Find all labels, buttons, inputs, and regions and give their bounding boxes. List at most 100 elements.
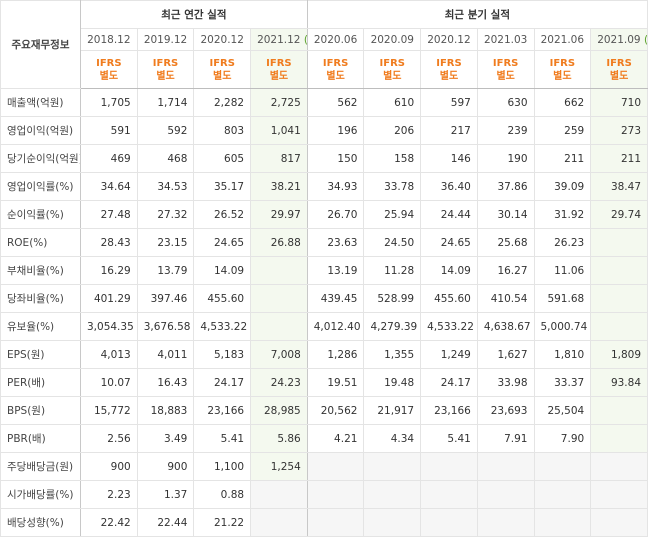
row-label: 영업이익률(%)	[0, 172, 81, 201]
basis: 별도	[496, 70, 515, 82]
header-title: 주요재무정보	[0, 0, 81, 89]
cell-value: 34.53	[136, 172, 195, 201]
cell-value: 401.29	[80, 284, 138, 313]
period-text: 2021.09	[597, 33, 641, 46]
cell-value: 14.09	[420, 256, 478, 285]
cell-value: 26.23	[533, 228, 592, 257]
accounting-standard: IFRS 별도	[476, 50, 535, 89]
cell-value: 4,279.39	[363, 312, 422, 341]
cell-value: 610	[363, 88, 422, 117]
row-label: 주당배당금(원)	[0, 452, 81, 481]
cell-value: 11.28	[363, 256, 422, 285]
cell-value: 23,166	[193, 396, 252, 425]
cell-value: 10.07	[80, 368, 138, 397]
cell-value: 29.74	[590, 200, 648, 229]
cell-value: 4.34	[363, 424, 422, 453]
cell-value: 13.19	[306, 256, 365, 285]
row-label: 시가배당률(%)	[0, 480, 81, 509]
cell-value: 273	[590, 116, 648, 145]
cell-value: 4,012.40	[306, 312, 365, 341]
cell-value: 33.37	[533, 368, 592, 397]
cell-value: 5,000.74	[533, 312, 592, 341]
cell-value: 2.56	[80, 424, 138, 453]
group-label: 최근 분기 실적	[306, 0, 648, 29]
cell-value: 5.41	[193, 424, 252, 453]
cell-value	[420, 508, 478, 537]
data-row: 당기순이익(억원) 469 468 605 817 150 158 146 190 211 211	[0, 144, 648, 173]
period: 2020.12	[193, 28, 252, 51]
period: 2020.06	[306, 28, 365, 51]
cell-value: 24.23	[250, 368, 308, 397]
cell-value	[363, 452, 422, 481]
cell-value: 239	[476, 116, 535, 145]
period: 2021.06	[533, 28, 592, 51]
cell-value: 211	[590, 144, 648, 173]
period-text: 2020.06	[313, 33, 358, 46]
data-row: 유보율(%) 3,054.35 3,676.58 4,533.22 4,012.40 4,…	[0, 312, 648, 341]
cell-value: 25.68	[476, 228, 535, 257]
cell-value: 1,810	[533, 340, 592, 369]
cell-value	[590, 452, 648, 481]
data-row: 당좌비율(%) 401.29 397.46 455.60 439.45 528.99 455…	[0, 284, 648, 313]
cell-value: 15,772	[80, 396, 138, 425]
period-text: 2021.03	[483, 33, 528, 46]
cell-value: 19.51	[306, 368, 365, 397]
cell-value: 1,100	[193, 452, 252, 481]
period-row: 2018.12 2019.12 2020.12 2021.12 (E) 2020.06 2…	[1, 28, 648, 51]
cell-value: 158	[363, 144, 422, 173]
cell-value	[590, 480, 648, 509]
cell-value: 1,041	[250, 116, 308, 145]
cell-value: 469	[80, 144, 138, 173]
period: 2018.12	[80, 28, 138, 51]
cell-value: 39.09	[533, 172, 592, 201]
row-label: 순이익률(%)	[0, 200, 81, 229]
cell-value: 597	[420, 88, 478, 117]
cell-value: 16.27	[476, 256, 535, 285]
cell-value	[250, 508, 308, 537]
cell-value: 18,883	[136, 396, 195, 425]
standard: IFRS	[322, 57, 349, 69]
cell-value: 5.86	[250, 424, 308, 453]
cell-value: 27.48	[80, 200, 138, 229]
header-row: 주요재무정보 최근 연간 실적 최근 분기 실적	[0, 0, 648, 89]
cell-value: 7.91	[476, 424, 535, 453]
basis: 별도	[553, 70, 572, 82]
cell-value: 23,166	[420, 396, 478, 425]
period-text: 2020.12	[427, 33, 471, 46]
accounting-standard: IFRS 별도	[533, 50, 592, 89]
period-text: 2020.12	[200, 33, 244, 46]
cell-value: 25.94	[363, 200, 422, 229]
cell-value	[306, 452, 365, 481]
cell-value: 1,627	[476, 340, 535, 369]
cell-value: 1,254	[250, 452, 308, 481]
data-row: 주당배당금(원) 900 900 1,100 1,254	[0, 452, 648, 481]
cell-value: 0.88	[193, 480, 252, 509]
data-row: PER(배) 10.07 16.43 24.17 24.23 19.51 19.48 24.1…	[0, 368, 648, 397]
data-row: 부채비율(%) 16.29 13.79 14.09 13.19 11.28 14.09 16.…	[0, 256, 648, 285]
cell-value: 24.17	[193, 368, 252, 397]
cell-value: 30.14	[476, 200, 535, 229]
cell-value: 803	[193, 116, 252, 145]
cell-value: 817	[250, 144, 308, 173]
period: 2020.12	[420, 28, 478, 51]
accounting-standard: IFRS 별도	[590, 50, 648, 89]
cell-value: 37.86	[476, 172, 535, 201]
cell-value: 14.09	[193, 256, 252, 285]
period-text: 2021.12	[257, 33, 301, 46]
standard: IFRS	[379, 57, 406, 69]
cell-value: 900	[80, 452, 138, 481]
cell-value: 93.84	[590, 368, 648, 397]
cell-value: 2,725	[250, 88, 308, 117]
data-row: 배당성향(%) 22.42 22.44 21.22	[0, 508, 648, 537]
cell-value: 36.40	[420, 172, 478, 201]
accounting-standard: IFRS 별도	[363, 50, 422, 89]
cell-value: 710	[590, 88, 648, 117]
cell-value: 211	[533, 144, 592, 173]
cell-value: 26.88	[250, 228, 308, 257]
cell-value	[476, 508, 535, 537]
cell-value: 16.29	[80, 256, 138, 285]
standard: IFRS	[152, 57, 179, 69]
cell-value: 2,282	[193, 88, 252, 117]
cell-value	[590, 424, 648, 453]
accounting-standard: IFRS 별도	[306, 50, 365, 89]
